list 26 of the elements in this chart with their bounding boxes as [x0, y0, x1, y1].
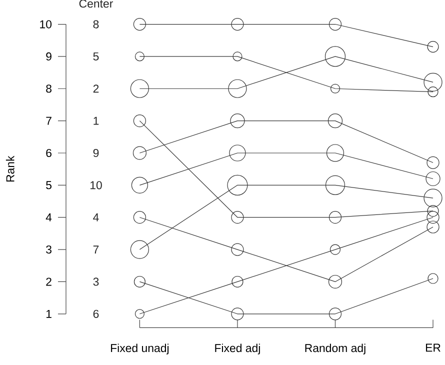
annotation: 7	[93, 246, 99, 254]
text: Center	[79, 0, 113, 8]
x-tick-label: Fixed unadj	[111, 344, 169, 354]
annotation: 8	[93, 20, 99, 28]
y-tick-label: 6	[46, 148, 52, 158]
y-tick-label: 10	[40, 20, 52, 28]
y-tick-label: 8	[46, 84, 52, 93]
annotation: 10	[90, 181, 102, 190]
y-tick-label: 3	[46, 245, 52, 254]
y-tick-label: 9	[46, 52, 52, 61]
y-tick-label: 7	[46, 116, 52, 125]
y-axis-title: Rank	[6, 156, 14, 182]
y-tick-label: 1	[46, 310, 52, 318]
annotation: 3	[93, 278, 99, 286]
y-tick-label: 2	[46, 278, 52, 286]
y-tick-label: 5	[46, 181, 52, 190]
annotation: 6	[93, 310, 99, 318]
y-tick-label: 4	[46, 213, 52, 222]
x-tick-label: Random adj	[305, 344, 366, 354]
annotation: 1	[94, 116, 99, 125]
annotation: 9	[93, 148, 99, 158]
annotation: 2	[93, 84, 99, 93]
annotation: 5	[93, 52, 99, 60]
x-tick-label: ER	[426, 344, 440, 352]
x-tick-label: Fixed adj	[215, 344, 260, 354]
annotation: 4	[93, 213, 99, 222]
